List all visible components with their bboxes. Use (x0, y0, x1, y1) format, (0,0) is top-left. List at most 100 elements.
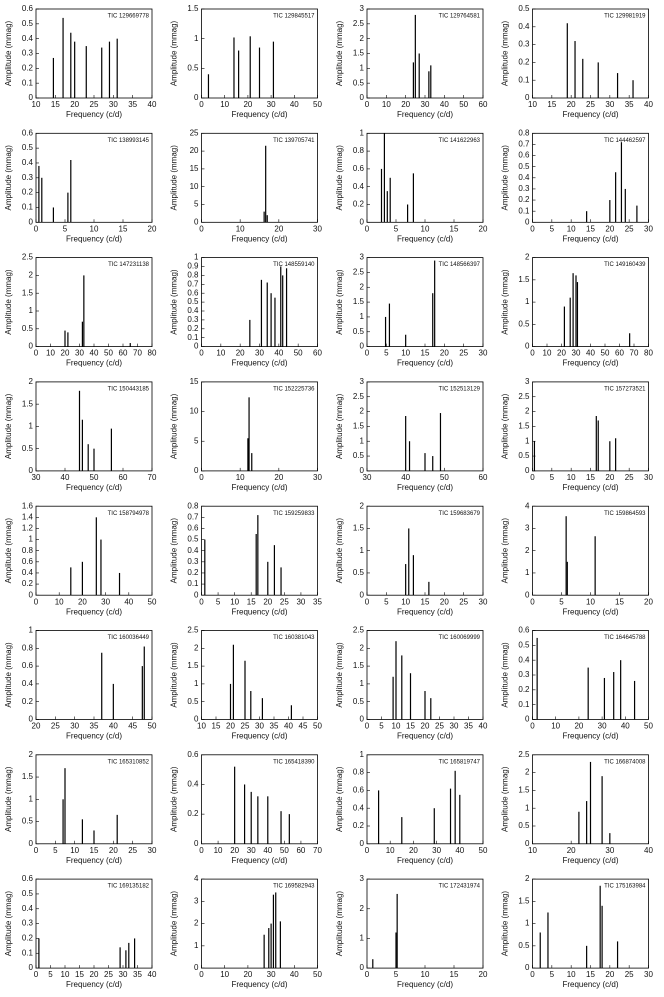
y-tick-label: 1 (360, 679, 365, 688)
y-tick-label: 0 (525, 963, 530, 972)
x-axis-label: Frequency (c/d) (231, 483, 287, 492)
x-tick-label: 15 (615, 597, 624, 606)
y-tick-label: 3 (525, 377, 530, 386)
x-tick-label: 40 (479, 722, 488, 731)
y-tick-label: 0.6 (518, 151, 530, 160)
y-axis-label: Amplitude (mmag) (170, 145, 179, 211)
y-tick-label: 0.3 (187, 315, 199, 324)
x-tick-label: 70 (148, 473, 157, 482)
x-axis-label: Frequency (c/d) (66, 359, 122, 368)
y-tick-label: 1 (525, 919, 530, 928)
panel-title: TIC 144462597 (604, 138, 646, 144)
x-tick-label: 20 (61, 349, 70, 358)
x-tick-label: 25 (90, 100, 99, 109)
x-tick-label: 40 (263, 846, 272, 855)
y-axis-label: Amplitude (mmag) (170, 642, 179, 708)
x-axis-label: Frequency (c/d) (562, 732, 618, 741)
y-tick-label: 0.5 (22, 143, 34, 152)
y-tick-label: 0.7 (187, 512, 199, 521)
x-tick-label: 10 (551, 722, 560, 731)
y-tick-label: 10 (190, 407, 199, 416)
plot-frame (201, 505, 318, 596)
y-tick-label: 0.5 (353, 697, 365, 706)
y-tick-label: 2.5 (187, 626, 199, 635)
y-tick-label: 0.3 (22, 173, 34, 182)
x-tick-label: 50 (440, 473, 449, 482)
y-tick-label: 2 (194, 919, 199, 928)
plot-frame (35, 257, 153, 348)
x-tick-label: 20 (574, 722, 583, 731)
y-tick-label: 1.5 (353, 297, 365, 306)
x-tick-label: 0 (365, 597, 370, 606)
x-tick-label: 50 (459, 100, 468, 109)
plot-frame (201, 878, 318, 969)
plot-frame (532, 878, 649, 969)
y-axis-label: Amplitude (mmag) (335, 145, 344, 211)
y-tick-label: 0.6 (353, 786, 365, 795)
y-tick-label: 3 (360, 253, 365, 262)
panel-title: TIC 149160439 (604, 262, 646, 268)
y-tick-label: 0.3 (22, 919, 34, 928)
y-tick-label: 0.4 (22, 34, 34, 43)
y-tick-label: 0 (194, 715, 199, 724)
y-tick-label: 0.6 (22, 128, 34, 137)
y-tick-label: 0.5 (518, 319, 530, 328)
x-tick-label: 15 (212, 722, 221, 731)
x-axis-label: Frequency (c/d) (66, 234, 122, 243)
y-tick-label: 0 (525, 715, 530, 724)
y-axis-label: Amplitude (mmag) (501, 393, 510, 459)
x-axis-label: Frequency (c/d) (562, 234, 618, 243)
y-tick-label: 0.1 (518, 206, 530, 215)
x-tick-label: 5 (550, 224, 555, 233)
y-tick-label: 1 (360, 750, 365, 759)
x-tick-label: 10 (567, 473, 576, 482)
panel-title: TIC 158794978 (108, 511, 150, 517)
x-tick-label: 25 (104, 970, 113, 979)
x-tick-label: 10 (567, 224, 576, 233)
y-tick-label: 0.6 (518, 626, 530, 635)
y-tick-label: 0.3 (22, 49, 34, 58)
y-tick-label: 0.2 (353, 821, 365, 830)
x-axis-label: Frequency (c/d) (66, 980, 122, 989)
x-tick-label: 10 (216, 349, 225, 358)
x-tick-label: 10 (90, 224, 99, 233)
x-tick-label: 35 (625, 100, 634, 109)
y-tick-label: 2 (360, 407, 365, 416)
y-tick-label: 0.4 (22, 679, 34, 688)
x-tick-label: 20 (236, 349, 245, 358)
x-tick-label: 15 (421, 349, 430, 358)
y-tick-label: 1.5 (518, 275, 530, 284)
panel-title: TIC 172431974 (439, 884, 481, 890)
y-tick-label: 0.6 (22, 874, 34, 883)
x-tick-label: 5 (384, 597, 389, 606)
panel-title: TIC 159864593 (604, 511, 646, 517)
x-axis-label: Frequency (c/d) (397, 856, 453, 865)
plot-frame (201, 381, 318, 472)
x-tick-label: 10 (220, 970, 229, 979)
y-tick-label: 0.2 (22, 579, 34, 588)
x-axis-label: Frequency (c/d) (231, 732, 287, 741)
x-tick-label: 15 (586, 473, 595, 482)
x-tick-label: 0 (365, 100, 370, 109)
x-tick-label: 20 (605, 473, 614, 482)
y-tick-label: 0 (360, 217, 365, 226)
panel-title: TIC 165310852 (108, 759, 150, 765)
x-axis-label: Frequency (c/d) (231, 607, 287, 616)
y-axis-label: Amplitude (mmag) (501, 269, 510, 335)
y-axis-label: Amplitude (mmag) (4, 642, 13, 708)
y-tick-label: 2 (360, 501, 365, 510)
x-tick-label: 20 (274, 473, 283, 482)
y-axis-label: Amplitude (mmag) (4, 20, 13, 86)
y-tick-label: 0.6 (187, 524, 199, 533)
panel-title: TIC 129845517 (273, 14, 315, 20)
x-tick-label: 15 (547, 100, 556, 109)
x-tick-label: 10 (386, 846, 395, 855)
y-axis-label: Amplitude (mmag) (4, 891, 13, 957)
x-tick-label: 10 (32, 100, 41, 109)
y-tick-label: 20 (190, 146, 199, 155)
y-tick-label: 0.8 (518, 128, 530, 137)
y-axis-label: Amplitude (mmag) (335, 269, 344, 335)
x-tick-label: 0 (530, 473, 535, 482)
y-tick-label: 0.5 (22, 817, 34, 826)
x-tick-label: 25 (586, 100, 595, 109)
